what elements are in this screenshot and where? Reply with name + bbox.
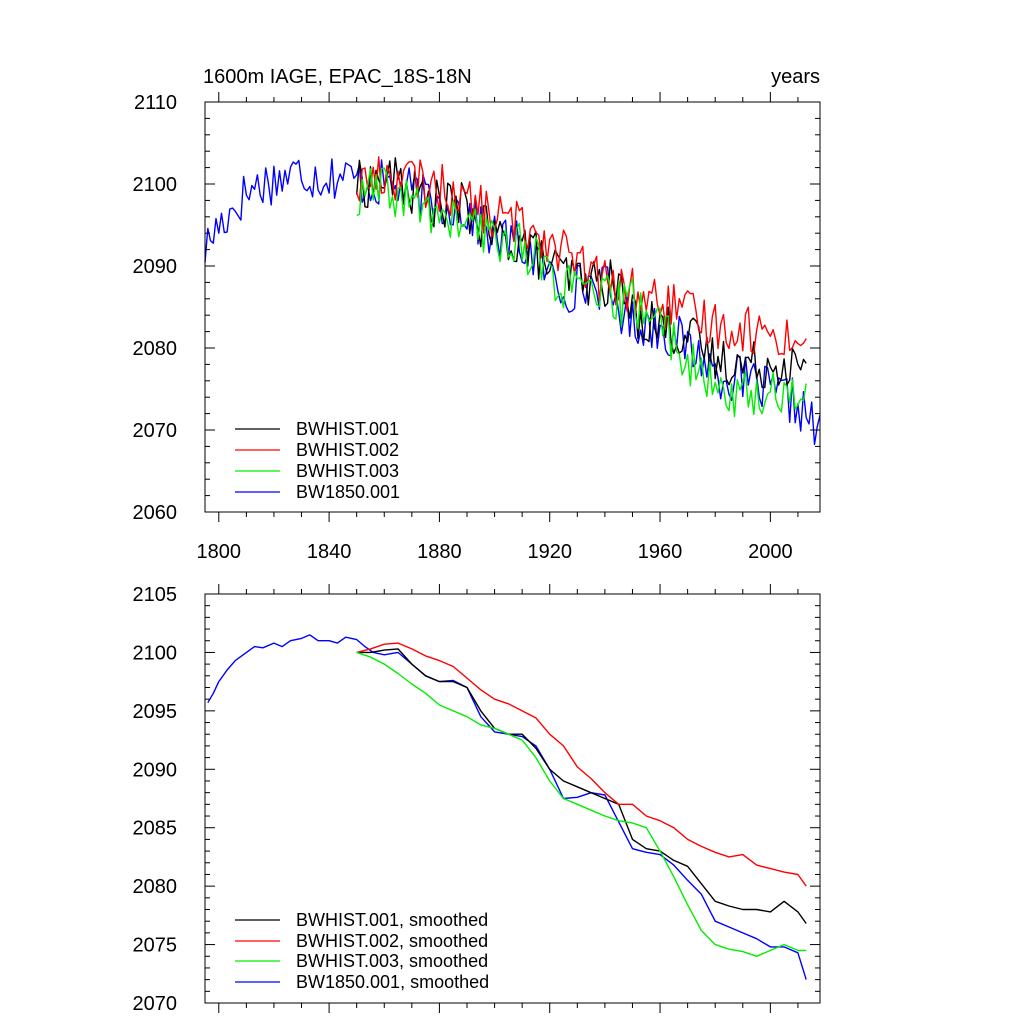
top-ytick-label: 2080 (133, 338, 178, 360)
top-legend-label-4: BW1850.001 (296, 482, 400, 502)
top-series-bwhist-002 (356, 156, 807, 356)
top-xtick-label: 1840 (307, 541, 352, 563)
top-plot-frame (204, 101, 821, 513)
bottom-legend-label-4: BW1850.001, smoothed (296, 972, 489, 992)
top-xtick-label: 1880 (417, 541, 462, 563)
top-legend: BWHIST.001 BWHIST.002 BWHIST.003 BW1850.… (235, 419, 400, 502)
bottom-ytick-label: 2075 (133, 935, 178, 957)
bottom-legend-label-1: BWHIST.001, smoothed (296, 910, 488, 930)
bottom-axes-group: 2070 2075 2080 2085 2090 2095 2100 2105 (133, 584, 820, 1015)
top-xtick-label: 1960 (638, 541, 683, 563)
bottom-legend: BWHIST.001, smoothed BWHIST.002, smoothe… (235, 910, 489, 992)
top-legend-label-1: BWHIST.001 (296, 419, 399, 439)
top-ytick-label: 2110 (134, 92, 177, 114)
top-title-right: years (771, 66, 820, 88)
bottom-ytick-label: 2090 (133, 759, 178, 781)
bottom-ytick-label: 2080 (133, 876, 178, 898)
bottom-plot-frame (204, 593, 821, 1004)
bottom-legend-label-2: BWHIST.002, smoothed (296, 931, 488, 951)
bottom-ytick-label: 2105 (133, 584, 178, 606)
bottom-series-bwhist-002-smoothed (356, 642, 807, 887)
top-ytick-label: 2070 (133, 420, 178, 442)
top-ytick-label: 2090 (133, 256, 178, 278)
bottom-series-bwhist-003-smoothed (356, 651, 807, 957)
top-legend-label-3: BWHIST.003 (296, 461, 399, 481)
top-xtick-label: 2000 (748, 541, 793, 563)
top-series-bwhist-001 (356, 157, 807, 389)
top-title-left: 1600m IAGE, EPAC_18S-18N (203, 66, 472, 88)
top-series-bwhist-003 (356, 167, 807, 418)
bottom-legend-label-3: BWHIST.003, smoothed (296, 951, 488, 971)
top-axes-group: 2060 2070 2080 2090 2100 2110 1800 1840 1880 1920… (133, 92, 820, 563)
bottom-series-group (207, 634, 807, 980)
bottom-ytick-label: 2100 (133, 642, 178, 664)
top-panel: 1600m IAGE, EPAC_18S-18N years 206020702… (133, 66, 821, 563)
top-series-group (204, 156, 821, 446)
top-ytick-label: 2060 (133, 502, 178, 524)
bottom-ytick-label: 2070 (133, 993, 178, 1015)
top-ytick-label: 2100 (133, 174, 178, 196)
bottom-ytick-label: 2095 (133, 701, 178, 723)
top-xtick-label: 1800 (197, 541, 242, 563)
bottom-series-bwhist-001-smoothed (356, 648, 807, 924)
bottom-panel: 2070 2075 2080 2085 2090 2095 2100 2105 BWHIST.… (133, 584, 821, 1015)
top-xtick-label: 1920 (527, 541, 572, 563)
top-legend-label-2: BWHIST.002 (296, 440, 399, 460)
bottom-ytick-label: 2085 (133, 818, 178, 840)
top-series-bw1850-001 (204, 158, 821, 446)
